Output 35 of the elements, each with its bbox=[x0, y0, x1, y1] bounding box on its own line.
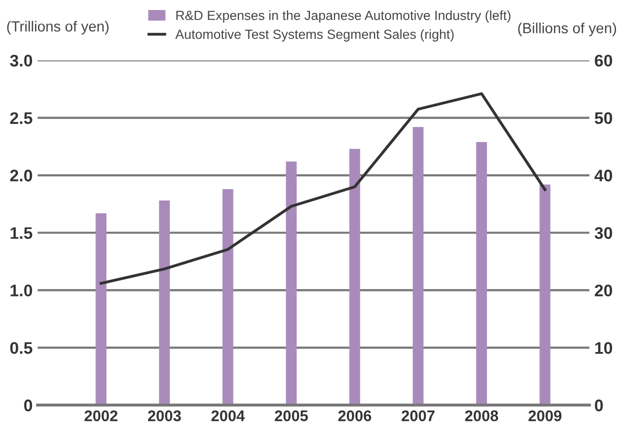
y-tick-label: 2.5 bbox=[10, 112, 32, 124]
x-tick-label: 2002 bbox=[84, 410, 118, 422]
x-tick-label: 2007 bbox=[402, 410, 434, 422]
bar bbox=[349, 148, 360, 406]
y-tick-label: 1.5 bbox=[10, 227, 32, 239]
y2-tick-label: 60 bbox=[594, 54, 612, 67]
bar bbox=[159, 200, 170, 406]
x-tick-label: 2003 bbox=[148, 410, 181, 422]
y-tick-label: 0 bbox=[24, 400, 32, 412]
y2-axis-title: (Billions of yen) bbox=[518, 22, 616, 36]
y2-tick-label: 40 bbox=[594, 170, 612, 182]
line-series bbox=[100, 92, 546, 285]
y2-tick-label: 0 bbox=[594, 400, 603, 412]
y-tick-label: 0.5 bbox=[10, 342, 32, 354]
y-tick-label: 1.0 bbox=[10, 284, 32, 296]
x-tick-label: 2008 bbox=[465, 410, 498, 422]
x-tick-label: 2004 bbox=[211, 410, 245, 422]
bar bbox=[286, 161, 297, 406]
bar bbox=[96, 213, 106, 406]
bar bbox=[222, 189, 234, 406]
legend-label: Automotive Test Systems Segment Sales (right) bbox=[175, 29, 454, 42]
legend-label: R&D Expenses in the Japanese Automotive Industry (left) bbox=[176, 10, 510, 23]
bar bbox=[476, 142, 487, 406]
x-tick-label: 2005 bbox=[274, 410, 308, 422]
x-tick-label: 2009 bbox=[528, 410, 562, 422]
y2-tick-label: 20 bbox=[594, 284, 612, 296]
y2-tick-label: 50 bbox=[594, 112, 612, 124]
y2-tick-label: 30 bbox=[594, 227, 612, 239]
y-tick-label: 3.0 bbox=[10, 54, 32, 67]
x-tick-label: 2006 bbox=[338, 410, 372, 422]
y-tick-label: 2.0 bbox=[10, 170, 32, 182]
y-axis-title: (Trillions of yen) bbox=[7, 20, 109, 34]
bar bbox=[540, 184, 550, 406]
y2-tick-label: 10 bbox=[595, 342, 612, 354]
bar bbox=[412, 127, 424, 406]
